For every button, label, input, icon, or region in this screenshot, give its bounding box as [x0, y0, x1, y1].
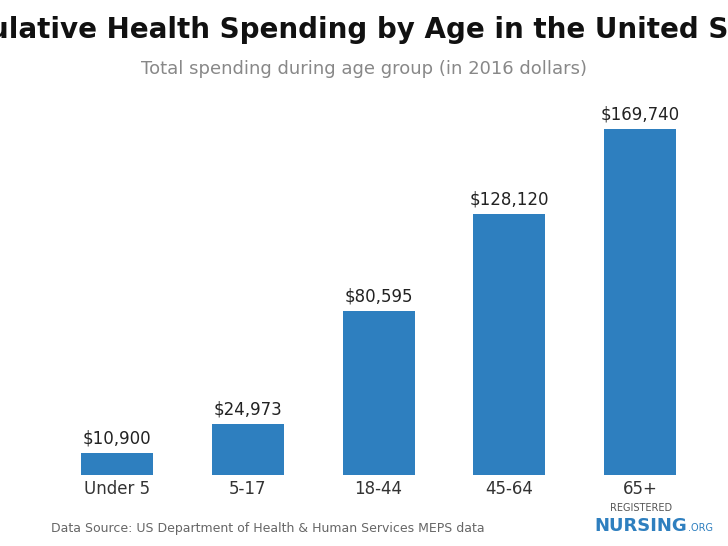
Bar — [604, 129, 676, 475]
Text: $10,900: $10,900 — [82, 430, 151, 448]
Text: $80,595: $80,595 — [344, 288, 413, 305]
Text: $128,120: $128,120 — [470, 191, 549, 209]
Bar — [81, 453, 153, 475]
Text: REGISTERED: REGISTERED — [609, 502, 672, 524]
Bar — [212, 424, 284, 475]
Text: .ORG: .ORG — [688, 524, 713, 533]
Text: Total spending during age group (in 2016 dollars): Total spending during age group (in 2016… — [141, 60, 587, 78]
Text: Data Source: US Department of Health & Human Services MEPS data: Data Source: US Department of Health & H… — [51, 522, 485, 535]
Text: Cumulative Health Spending by Age in the United States: Cumulative Health Spending by Age in the… — [0, 16, 728, 44]
Bar — [343, 311, 414, 475]
Text: $24,973: $24,973 — [213, 401, 282, 419]
Bar — [473, 213, 545, 475]
Text: NURSING: NURSING — [594, 517, 687, 535]
Text: $169,740: $169,740 — [601, 105, 680, 123]
